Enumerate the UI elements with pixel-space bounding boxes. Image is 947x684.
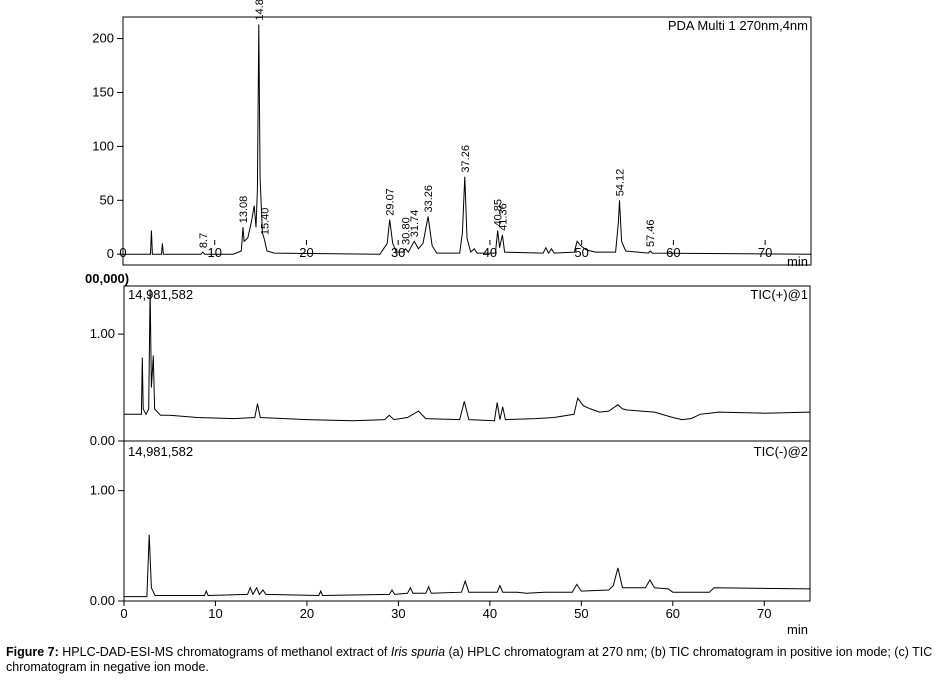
x-tick-label: 40 xyxy=(483,606,497,621)
y-tick-label: 200 xyxy=(92,31,114,46)
y-tick-label: 1.00 xyxy=(90,483,115,498)
y-tick-label: 0.00 xyxy=(90,593,115,608)
panel-c-trace xyxy=(124,534,811,598)
caption-text-1: HPLC-DAD-ESI-MS chromatograms of methano… xyxy=(58,645,391,659)
x-tick-label: 20 xyxy=(300,606,314,621)
panel-a-title: PDA Multi 1 270nm,4nm xyxy=(668,18,808,33)
peak-label: 8.7 xyxy=(198,233,210,248)
peak-label: 40.85 xyxy=(493,199,505,227)
panel-c-title: TIC(-)@2 xyxy=(754,444,808,459)
y-tick-label: 1.00 xyxy=(90,326,115,341)
x-tick-label: 0 xyxy=(120,606,127,621)
panel-a-xlabel: min xyxy=(787,254,808,269)
peak-label: 37.26 xyxy=(460,145,472,173)
panel-c-annotation: 14,981,582 xyxy=(128,444,193,459)
y-tick-label: 50 xyxy=(100,192,114,207)
x-tick-label: 30 xyxy=(391,606,405,621)
caption-text-2: (a) HPLC chromatogram at 270 nm; (b) TIC… xyxy=(6,645,933,674)
x-tick-label: 10 xyxy=(208,606,222,621)
peak-label: 13.08 xyxy=(238,196,250,224)
panel-a-trace xyxy=(123,24,812,255)
y-tick-label: 0.00 xyxy=(90,433,115,448)
peak-label: 14.80 xyxy=(254,0,266,21)
panel-c-frame xyxy=(123,440,811,602)
y-tick-label: 0 xyxy=(107,246,114,261)
peak-label: 57.46 xyxy=(645,219,657,247)
peak-label: 15.40 xyxy=(259,208,271,236)
x-tick-label: 50 xyxy=(574,606,588,621)
panel-b-frame xyxy=(123,285,811,442)
x-tick-label: 70 xyxy=(758,245,772,260)
peak-label: 30.80 xyxy=(401,217,413,245)
panel-c-xlabel: min xyxy=(787,622,808,637)
peak-label: 33.26 xyxy=(423,185,435,213)
x-tick-label: 40 xyxy=(483,245,497,260)
panel-a-y-axis: 0 50 100 150 200 xyxy=(92,31,123,261)
caption-label: Figure 7: xyxy=(6,645,59,659)
x-tick-label: 50 xyxy=(574,245,588,260)
y-tick-label: 100 xyxy=(92,138,114,153)
peak-label: 31.74 xyxy=(409,210,421,238)
y-tick-label: 150 xyxy=(92,84,114,99)
panel-a-frame xyxy=(122,16,812,266)
peak-label: 29.07 xyxy=(385,188,397,216)
peak-label: 54.12 xyxy=(614,169,626,197)
x-tick-label: 70 xyxy=(757,606,771,621)
x-tick-label: 0 xyxy=(119,245,126,260)
x-tick-label: 60 xyxy=(666,245,680,260)
panel-b-tic-positive: 00,000) 14,981,582 TIC(+)@1 0.00 1.00 xyxy=(85,271,811,448)
panel-b-annotation: 14,981,582 xyxy=(128,287,193,302)
panel-a-x-axis: 0 10 20 30 40 50 60 70 xyxy=(119,240,772,260)
x-tick-label: 10 xyxy=(207,245,221,260)
panel-b-title: TIC(+)@1 xyxy=(750,287,808,302)
panel-c-y-axis: 0.00 1.00 xyxy=(90,483,124,608)
peak-label: 41.36 xyxy=(497,203,509,231)
x-tick-label: 60 xyxy=(666,606,680,621)
panel-c-x-axis: 0 10 20 30 40 50 60 70 xyxy=(120,601,772,621)
figure-caption: Figure 7: HPLC-DAD-ESI-MS chromatograms … xyxy=(6,645,946,675)
x-tick-label: 20 xyxy=(299,245,313,260)
panel-c-tic-negative: 14,981,582 TIC(-)@2 min 0.00 1.00 0 10 20 30… xyxy=(90,440,811,637)
panel-b-scale-label: 00,000) xyxy=(85,271,129,286)
caption-species: Iris spuria xyxy=(390,645,446,659)
panel-b-trace xyxy=(124,289,811,422)
panel-b-y-axis: 0.00 1.00 xyxy=(90,326,124,448)
